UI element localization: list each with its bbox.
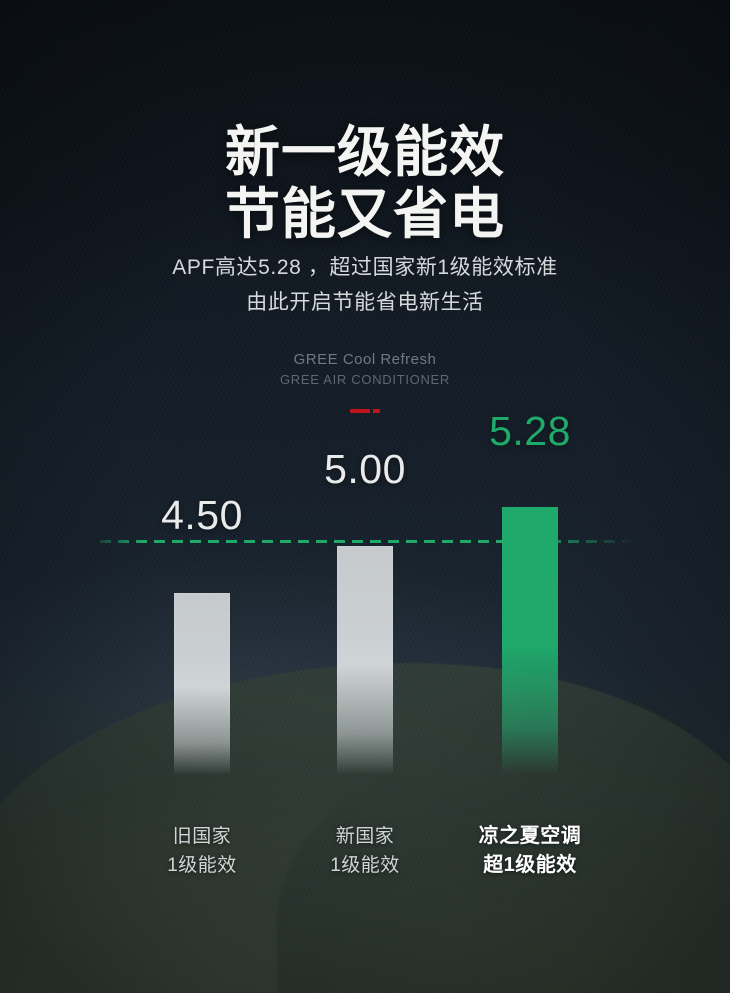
bar-column bbox=[174, 593, 230, 775]
bar-group-new-national: 5.00 新国家 1级能效 bbox=[272, 430, 458, 890]
bar-series: 4.50 旧国家 1级能效 5.00 新国家 1级能效 bbox=[0, 408, 730, 890]
bar-value-label-highlight: 5.28 bbox=[489, 408, 571, 454]
brand-tagline-secondary: GREE AIR CONDITIONER bbox=[279, 372, 451, 387]
page-title-line-1: 新一级能效 bbox=[224, 120, 505, 183]
bar-category-line-1: 旧国家 bbox=[172, 826, 232, 847]
bar-category-line-1: 凉之夏空调 bbox=[478, 825, 582, 847]
bar-value-label: 5.00 bbox=[324, 446, 406, 492]
bar-category-label: 新国家 1级能效 bbox=[272, 822, 458, 880]
bar-category-line-2: 1级能效 bbox=[167, 855, 237, 876]
bar-group-gree-product: 5.28 凉之夏空调 超1级能效 bbox=[437, 408, 623, 890]
bar-group-old-national: 4.50 旧国家 1级能效 bbox=[109, 430, 295, 890]
bar-category-label: 旧国家 1级能效 bbox=[109, 822, 295, 880]
efficiency-bar-chart: 4.50 旧国家 1级能效 5.00 新国家 1级能效 bbox=[0, 408, 730, 890]
bar-category-label-highlight: 凉之夏空调 超1级能效 bbox=[437, 822, 623, 880]
brand-tagline: GREE Cool Refresh GREE AIR CONDITIONER bbox=[0, 350, 730, 389]
page-title: 新一级能效 节能又省电 bbox=[0, 121, 730, 245]
bar-column bbox=[337, 546, 393, 775]
page-title-line-2: 节能又省电 bbox=[224, 182, 505, 245]
bar-column-highlight bbox=[502, 507, 558, 775]
page-subtitle-line-2: 由此开启节能省电新生活 bbox=[246, 291, 484, 314]
bar-category-line-1: 新国家 bbox=[335, 826, 395, 847]
bar-category-line-2: 超1级能效 bbox=[483, 854, 577, 876]
brand-tagline-primary: GREE Cool Refresh bbox=[293, 351, 437, 368]
page-subtitle: APF高达5.28 ，超过国家新1级能效标准 由此开启节能省电新生活 bbox=[0, 250, 730, 320]
page-subtitle-line-1: APF高达5.28 ，超过国家新1级能效标准 bbox=[172, 256, 558, 279]
bar-category-line-2: 1级能效 bbox=[330, 855, 400, 876]
reference-line-dashed bbox=[100, 540, 635, 543]
bar-value-label: 4.50 bbox=[161, 492, 243, 538]
red-divider-rule bbox=[350, 409, 380, 413]
